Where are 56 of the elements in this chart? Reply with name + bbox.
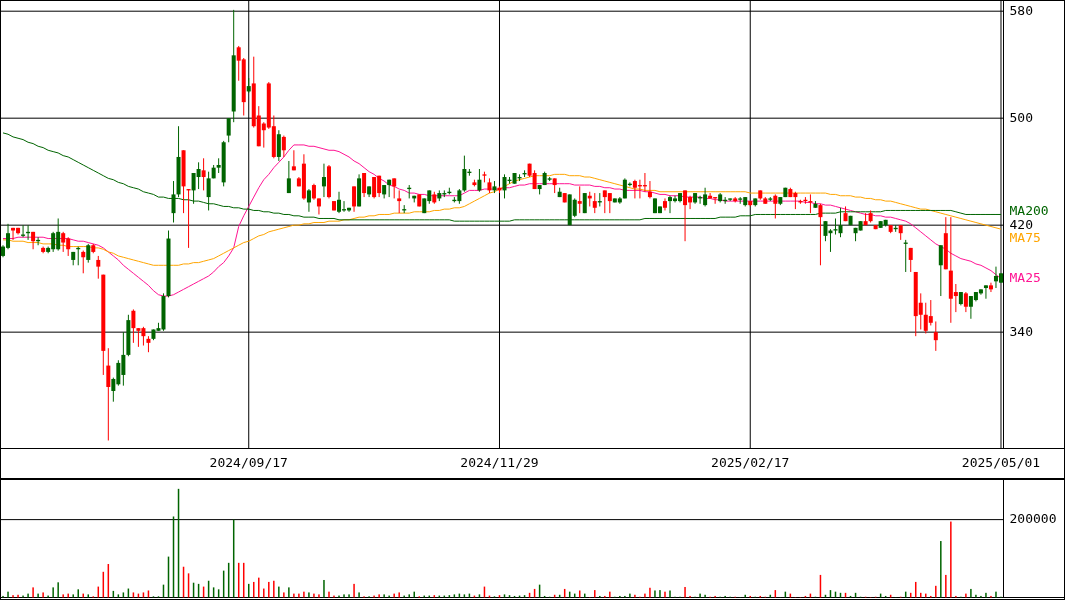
x-tick-label: 2025/05/01 bbox=[961, 455, 1041, 470]
candlestick bbox=[668, 195, 673, 214]
candlestick bbox=[31, 231, 36, 250]
candlestick bbox=[316, 197, 321, 215]
candlestick bbox=[577, 185, 582, 214]
series-label: MA75 bbox=[1009, 229, 1041, 245]
candlestick bbox=[477, 168, 482, 193]
series-label: MA200 bbox=[1009, 202, 1049, 218]
y-tick-label: 580 bbox=[1009, 2, 1033, 18]
x-tick-label: 2025/02/17 bbox=[711, 455, 790, 470]
candlestick bbox=[281, 135, 286, 158]
candlestick bbox=[321, 163, 326, 198]
candlestick bbox=[773, 193, 778, 219]
candlestick bbox=[81, 250, 86, 274]
candlestick bbox=[106, 347, 111, 441]
candlestick bbox=[226, 117, 231, 143]
candlestick bbox=[136, 327, 141, 348]
x-tick-label: 2024/09/17 bbox=[209, 455, 288, 470]
y-tick-label: 340 bbox=[1009, 323, 1033, 339]
candlestick bbox=[306, 188, 311, 213]
candlestick bbox=[392, 177, 397, 199]
x-tick-label: 2024/11/29 bbox=[460, 455, 539, 470]
candlestick bbox=[86, 243, 91, 264]
y-tick-label: 500 bbox=[1009, 109, 1033, 125]
candlestick bbox=[607, 192, 612, 214]
candlestick bbox=[11, 227, 16, 241]
candlestick bbox=[362, 172, 367, 198]
candlestick bbox=[276, 129, 281, 162]
candlestick bbox=[96, 255, 101, 280]
candlestick bbox=[372, 176, 377, 199]
candlestick bbox=[592, 192, 597, 214]
candlestick bbox=[462, 155, 467, 193]
candlestick bbox=[938, 244, 943, 297]
candlestick bbox=[823, 220, 828, 242]
candlestick bbox=[352, 185, 357, 213]
candlestick bbox=[201, 157, 206, 191]
candlestick bbox=[286, 160, 291, 194]
candlestick bbox=[988, 282, 993, 293]
candlestick bbox=[963, 291, 968, 313]
candlestick bbox=[818, 203, 823, 266]
candlestick bbox=[933, 320, 938, 352]
candlestick bbox=[131, 308, 136, 344]
candlestick bbox=[983, 284, 988, 300]
line-series bbox=[2, 173, 1002, 266]
candlestick bbox=[647, 180, 652, 199]
candlestick bbox=[397, 189, 402, 214]
candlestick bbox=[908, 247, 913, 273]
y-tick-label: 420 bbox=[1009, 216, 1033, 232]
candlestick bbox=[683, 189, 688, 242]
candlestick bbox=[337, 191, 342, 214]
y-tick-label: 200000 bbox=[1009, 511, 1057, 527]
series-label: MA25 bbox=[1009, 270, 1041, 286]
candlestick bbox=[196, 161, 201, 190]
candlestick bbox=[206, 171, 211, 211]
candlestick bbox=[61, 231, 66, 253]
line-series bbox=[2, 144, 1002, 297]
